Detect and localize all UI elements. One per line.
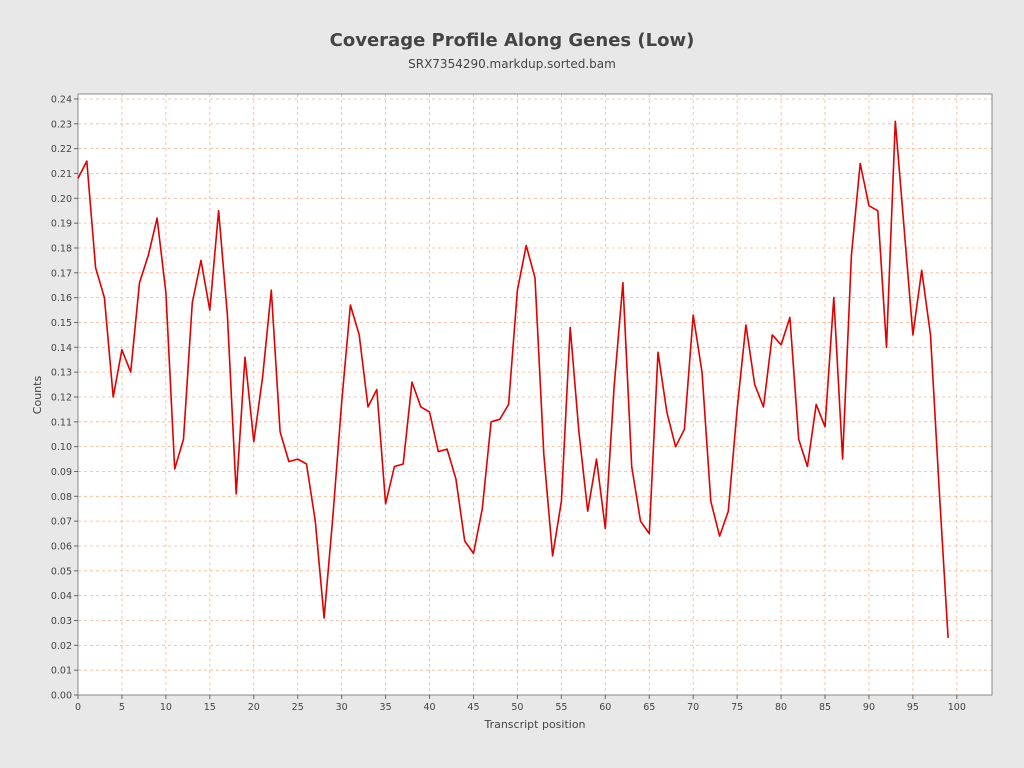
grid-layer	[77, 94, 992, 696]
x-tick-label: 35	[380, 702, 392, 713]
x-tick-label: 85	[819, 702, 831, 713]
x-tick-label: 70	[687, 702, 699, 713]
y-tick-label: 0.13	[51, 368, 72, 379]
y-tick-label: 0.11	[51, 417, 72, 428]
y-tick-label: 0.19	[51, 219, 72, 230]
x-tick-label: 80	[775, 702, 787, 713]
x-tick-label: 60	[599, 702, 611, 713]
x-axis-label: Transcript position	[483, 718, 585, 731]
x-tick-label: 10	[160, 702, 172, 713]
y-axis-label: Counts	[31, 376, 44, 415]
x-tick-label: 30	[336, 702, 348, 713]
y-tick-label: 0.23	[51, 119, 72, 130]
y-tick-label: 0.02	[51, 641, 72, 652]
chart-title: Coverage Profile Along Genes (Low)	[329, 30, 695, 51]
y-tick-label: 0.00	[51, 691, 72, 702]
plot-area	[77, 93, 993, 696]
x-tick-label: 15	[204, 702, 216, 713]
y-tick-label: 0.10	[51, 442, 72, 453]
x-tick-label: 75	[731, 702, 743, 713]
y-tick-label: 0.18	[51, 243, 72, 254]
coverage-series-line	[77, 120, 949, 638]
chart-subtitle: SRX7354290.markdup.sorted.bam	[408, 57, 616, 71]
x-tick-label: 0	[75, 702, 81, 713]
x-tick-label: 25	[292, 702, 304, 713]
y-tick-label: 0.09	[51, 467, 72, 478]
plot-background	[78, 94, 992, 695]
series-layer	[77, 120, 949, 638]
y-tick-label: 0.12	[51, 392, 72, 403]
axis-layer: 0.00 0.01 0.02 0.03 0.04 0.05 0.06 0.07 0.08 0.09…	[51, 94, 966, 713]
x-tick-label: 50	[511, 702, 523, 713]
y-tick-label: 0.16	[51, 293, 72, 304]
y-tick-label: 0.04	[51, 591, 72, 602]
y-tick-label: 0.24	[51, 94, 72, 105]
y-tick-label: 0.01	[51, 666, 72, 677]
y-tick-label: 0.22	[51, 144, 72, 155]
y-tick-label: 0.05	[51, 566, 72, 577]
x-tick-label: 90	[863, 702, 875, 713]
y-tick-label: 0.08	[51, 492, 72, 503]
x-tick-label: 20	[248, 702, 260, 713]
x-tick-label: 65	[643, 702, 655, 713]
y-tick-label: 0.17	[51, 268, 72, 279]
y-tick-label: 0.03	[51, 616, 72, 627]
y-tick-label: 0.07	[51, 517, 72, 528]
y-tick-label: 0.20	[51, 194, 72, 205]
y-tick-label: 0.06	[51, 541, 72, 552]
x-tick-label: 100	[948, 702, 966, 713]
x-tick-label: 55	[555, 702, 567, 713]
y-tick-label: 0.15	[51, 318, 72, 329]
x-tick-label: 45	[467, 702, 479, 713]
x-tick-label: 95	[907, 702, 919, 713]
x-tick-label: 40	[423, 702, 435, 713]
x-tick-label: 5	[119, 702, 125, 713]
y-tick-label: 0.14	[51, 343, 72, 354]
y-tick-label: 0.21	[51, 169, 72, 180]
